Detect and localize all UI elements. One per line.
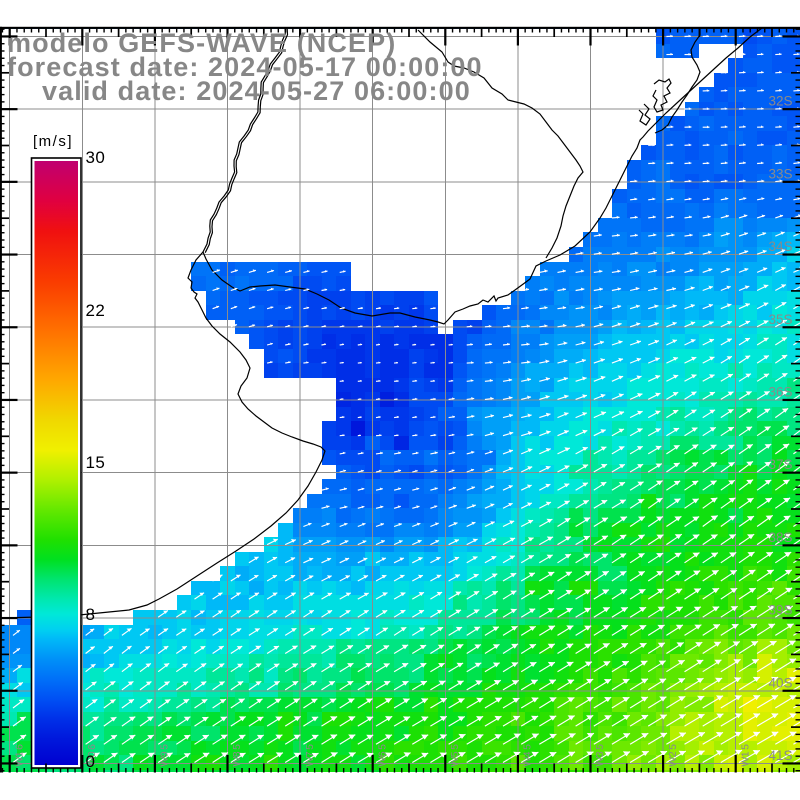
svg-text:[m/s]: [m/s] xyxy=(33,133,73,150)
svg-text:5: 5 xyxy=(522,744,534,750)
svg-text:8: 8 xyxy=(86,605,96,624)
svg-text:1: 1 xyxy=(739,751,751,757)
svg-text:W: W xyxy=(159,757,171,767)
svg-text:30: 30 xyxy=(86,148,106,167)
svg-text:W: W xyxy=(522,757,534,767)
svg-text:modelo GEFS-WAVE (NCEP): modelo GEFS-WAVE (NCEP) xyxy=(7,28,396,58)
svg-text:37S: 37S xyxy=(768,457,792,472)
svg-text:W: W xyxy=(739,757,751,767)
svg-text:W: W xyxy=(13,757,25,767)
svg-text:0: 0 xyxy=(86,751,98,757)
svg-text:1: 1 xyxy=(13,751,25,757)
svg-text:6: 6 xyxy=(376,751,388,757)
svg-text:valid date: 2024-05-27 06:00:0: valid date: 2024-05-27 06:00:00 xyxy=(42,76,471,106)
svg-text:9: 9 xyxy=(159,751,171,757)
svg-text:35S: 35S xyxy=(768,312,792,327)
svg-text:38S: 38S xyxy=(768,530,792,545)
svg-text:W: W xyxy=(594,757,606,767)
svg-text:2: 2 xyxy=(667,751,679,757)
svg-text:40S: 40S xyxy=(768,675,792,690)
svg-text:15: 15 xyxy=(86,453,106,472)
svg-text:5: 5 xyxy=(304,744,316,750)
svg-text:5: 5 xyxy=(739,744,751,750)
svg-text:22: 22 xyxy=(86,301,106,320)
svg-text:0: 0 xyxy=(86,752,96,771)
svg-text:5: 5 xyxy=(594,744,606,750)
svg-text:5: 5 xyxy=(231,744,243,750)
svg-text:5: 5 xyxy=(159,744,171,750)
svg-text:33S: 33S xyxy=(768,166,792,181)
svg-text:41S: 41S xyxy=(768,748,792,763)
svg-text:5: 5 xyxy=(667,744,679,750)
svg-text:34S: 34S xyxy=(768,239,792,254)
svg-text:W: W xyxy=(86,757,98,767)
svg-text:32S: 32S xyxy=(768,94,792,109)
svg-text:5: 5 xyxy=(449,744,461,750)
svg-text:6: 6 xyxy=(13,744,25,750)
svg-text:36S: 36S xyxy=(768,384,792,399)
svg-text:5: 5 xyxy=(449,751,461,757)
svg-text:W: W xyxy=(376,757,388,767)
svg-text:4: 4 xyxy=(522,751,534,757)
svg-text:W: W xyxy=(449,757,461,767)
svg-text:forecast date: 2024-05-17 00:0: forecast date: 2024-05-17 00:00:00 xyxy=(7,52,483,82)
svg-text:3: 3 xyxy=(594,751,606,757)
svg-text:5: 5 xyxy=(376,744,388,750)
svg-text:W: W xyxy=(304,757,316,767)
svg-text:W: W xyxy=(667,757,679,767)
svg-text:7: 7 xyxy=(304,751,316,757)
svg-text:W: W xyxy=(231,757,243,767)
svg-text:8: 8 xyxy=(231,751,243,757)
svg-text:39S: 39S xyxy=(768,603,792,618)
svg-text:6: 6 xyxy=(86,744,98,750)
